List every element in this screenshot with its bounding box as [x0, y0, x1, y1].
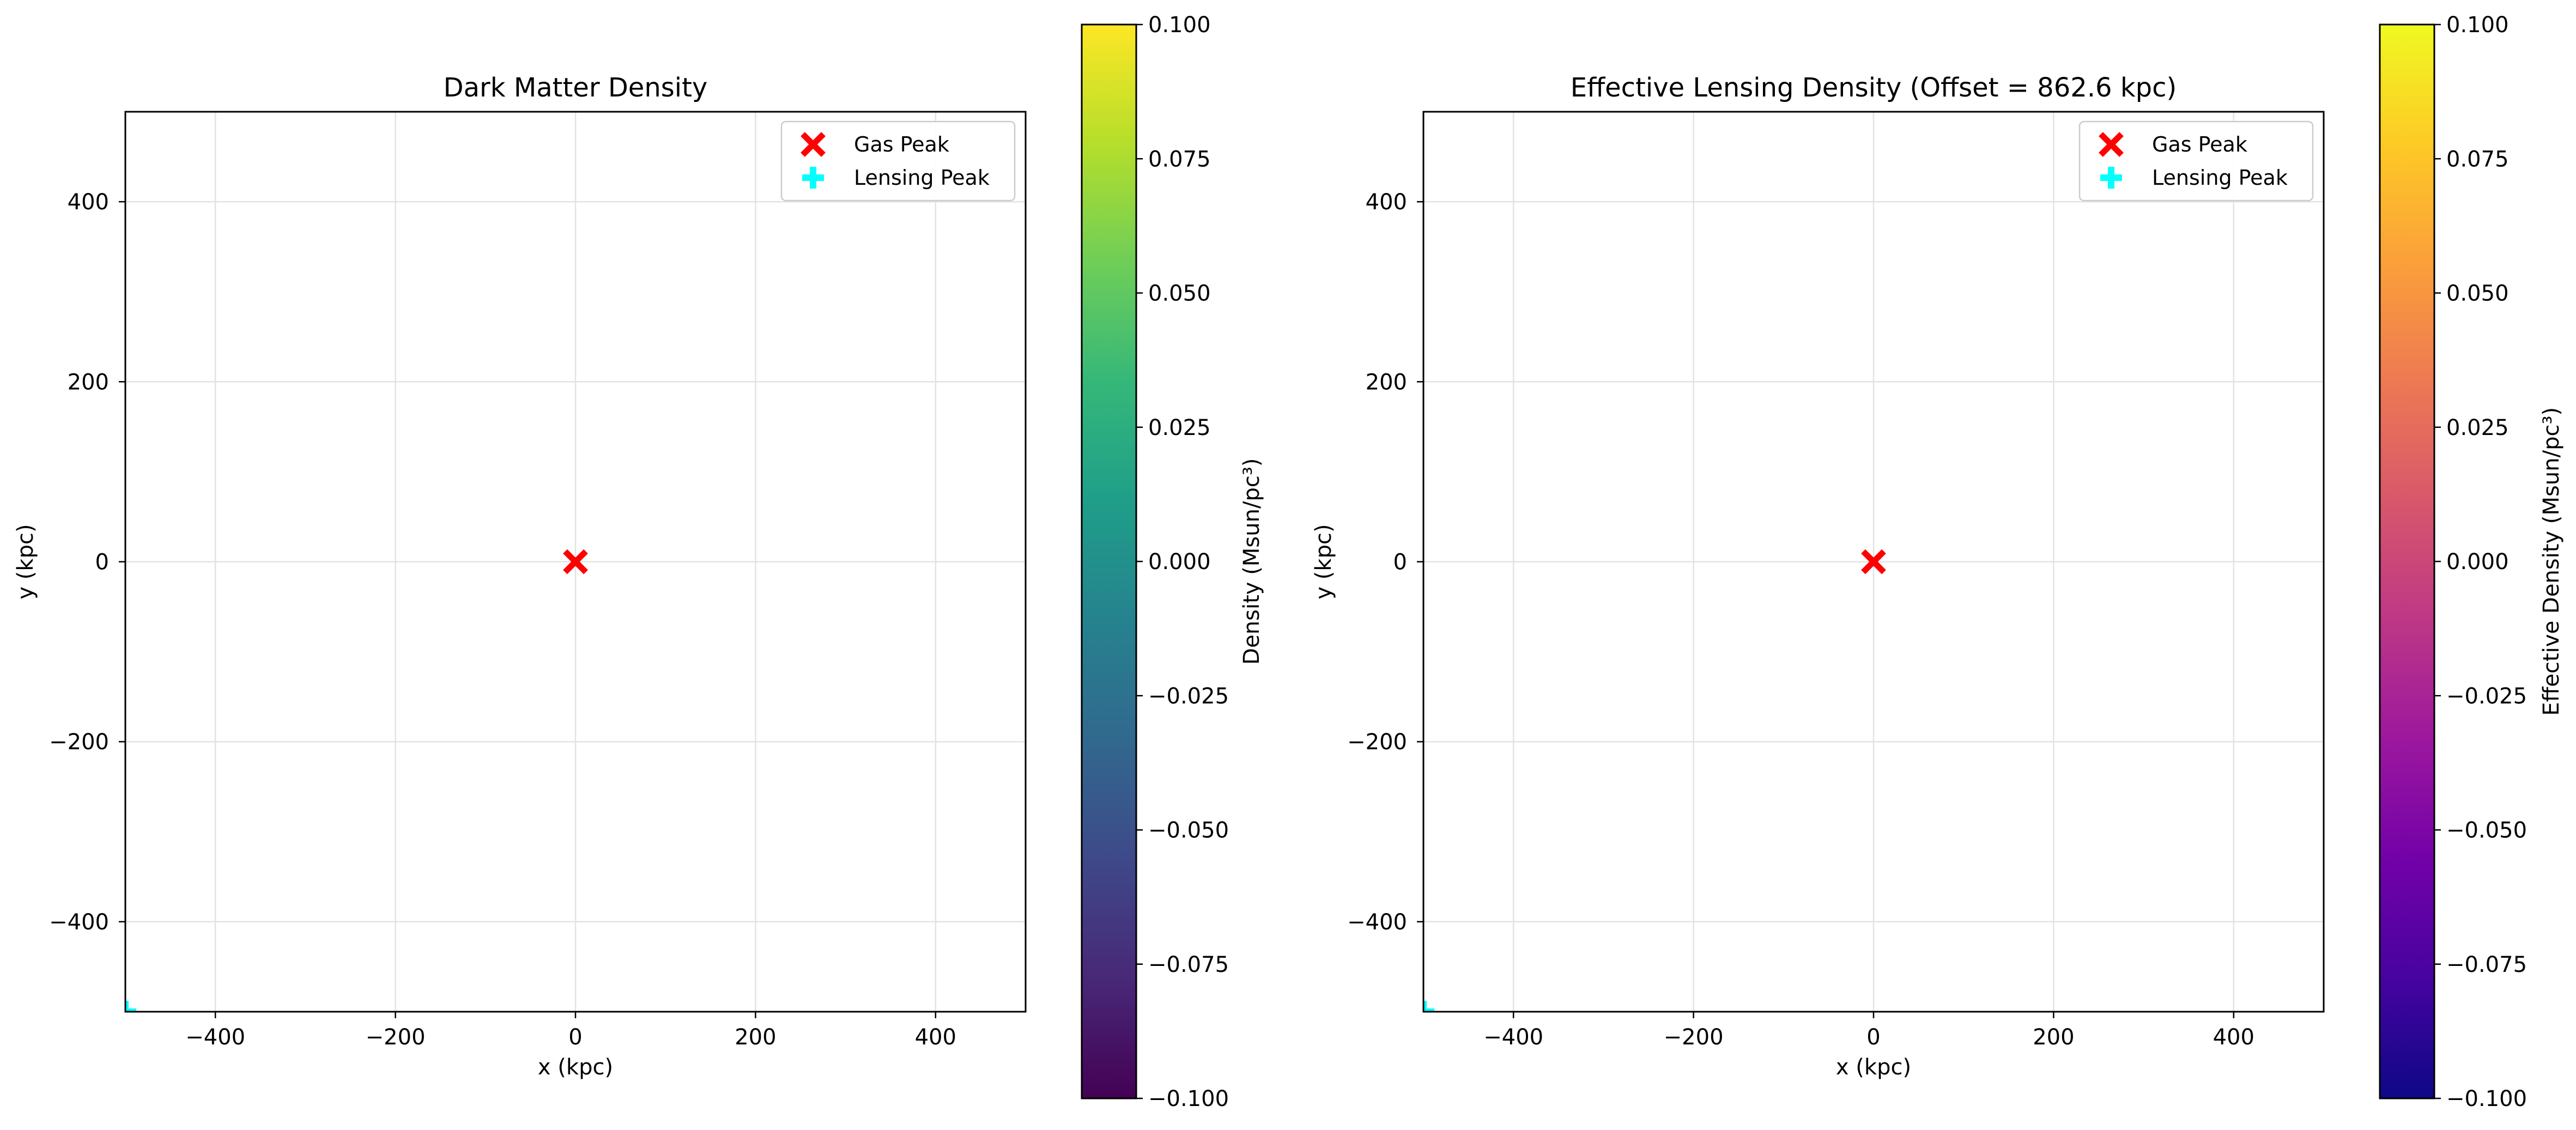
x-tick-label: −200 [366, 1025, 426, 1050]
x-tick-label: 200 [2033, 1025, 2074, 1050]
colorbar-tick-label: −0.100 [2446, 1086, 2527, 1111]
colorbar-tick-label: 0.000 [2446, 549, 2509, 575]
colorbar-tick-label: 0.100 [1148, 13, 1211, 38]
x-marker-icon [2099, 132, 2124, 157]
legend-box [780, 120, 1016, 202]
colorbar-tick-label: −0.050 [2446, 818, 2527, 843]
x-tick-label: −400 [185, 1025, 245, 1050]
colorbar-label: Density (Msun/pc³) [1239, 458, 1264, 665]
y-tick-label: −400 [1347, 910, 1407, 935]
y-tick-label: −400 [49, 910, 109, 935]
colorbar-tick-label: −0.075 [1148, 952, 1229, 977]
colorbar-tick-label: −0.050 [1148, 818, 1229, 843]
y-axis-label: y (kpc) [13, 524, 38, 599]
colorbar-tick-label: 0.050 [1148, 281, 1211, 306]
y-tick-label: 200 [68, 370, 109, 395]
chart-title: Dark Matter Density [444, 72, 708, 103]
x-tick-label: −200 [1664, 1025, 1724, 1050]
colorbar-tick-label: 0.000 [1148, 549, 1211, 575]
colorbar-gradient [1081, 23, 1137, 1099]
legend: Gas Peak Lensing Peak [2078, 120, 2314, 202]
x-axis-label: x (kpc) [538, 1055, 613, 1080]
gas-peak-marker [1861, 549, 1886, 575]
x-tick-label: 400 [2213, 1025, 2254, 1050]
x-axis-label: x (kpc) [1836, 1055, 1911, 1080]
colorbar-tick-label: −0.100 [1148, 1086, 1229, 1111]
legend-box [2078, 120, 2314, 202]
legend-label-lensing-peak: Lensing Peak [2152, 166, 2288, 190]
colorbar-tick-label: −0.075 [2446, 952, 2527, 977]
panel-2: −400 −200 0 200 400 −400 −200 0 200 400 x (kpc) y (… [1311, 13, 2564, 1111]
x-marker-icon [801, 132, 826, 157]
y-tick-label: 0 [95, 550, 109, 575]
chart-title: Effective Lensing Density (Offset = 862.… [1571, 72, 2177, 103]
x-tick-label: 0 [1866, 1025, 1880, 1050]
legend-label-lensing-peak: Lensing Peak [854, 166, 990, 190]
x-marker-icon [1861, 549, 1886, 575]
x-tick-label: −400 [1483, 1025, 1543, 1050]
legend-label-gas-peak: Gas Peak [2152, 132, 2247, 156]
panel-1: −400 −200 0 200 400 −400 −200 0 200 400 x (kpc) y (… [13, 13, 1264, 1111]
colorbar: −0.100 −0.075 −0.050 −0.025 0.000 0.025 0.050 0… [1081, 13, 1264, 1111]
x-tick-label: 200 [735, 1025, 776, 1050]
y-tick-label: 400 [68, 190, 109, 215]
legend-label-gas-peak: Gas Peak [854, 132, 949, 156]
colorbar-tick-label: 0.025 [2446, 415, 2509, 440]
colorbar-tick-label: −0.025 [1148, 684, 1229, 709]
y-tick-label: −200 [1347, 730, 1407, 755]
colorbar-tick-label: 0.075 [1148, 147, 1211, 172]
x-tick-label: 400 [915, 1025, 956, 1050]
colorbar-tick-label: −0.025 [2446, 684, 2527, 709]
x-marker-icon [563, 549, 588, 575]
colorbar-tick-label: 0.100 [2446, 13, 2509, 38]
y-tick-label: −200 [49, 730, 109, 755]
y-tick-label: 200 [1366, 370, 1407, 395]
colorbar-tick-label: 0.075 [2446, 147, 2509, 172]
colorbar: −0.100 −0.075 −0.050 −0.025 0.000 0.025 0.050 0… [2379, 13, 2564, 1111]
y-tick-label: 0 [1393, 550, 1407, 575]
colorbar-gradient [2379, 23, 2435, 1099]
y-tick-label: 400 [1366, 190, 1407, 215]
legend: Gas Peak Lensing Peak [780, 120, 1016, 202]
x-tick-label: 0 [568, 1025, 582, 1050]
colorbar-label: Effective Density (Msun/pc³) [2539, 407, 2564, 716]
colorbar-tick-label: 0.025 [1148, 415, 1211, 440]
y-axis-label: y (kpc) [1311, 524, 1336, 599]
colorbar-tick-label: 0.050 [2446, 281, 2509, 306]
gas-peak-marker [563, 549, 588, 575]
